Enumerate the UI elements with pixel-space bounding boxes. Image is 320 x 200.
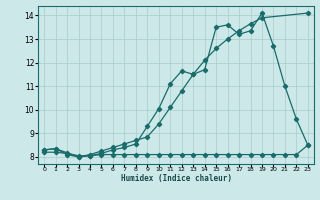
X-axis label: Humidex (Indice chaleur): Humidex (Indice chaleur) — [121, 174, 231, 183]
